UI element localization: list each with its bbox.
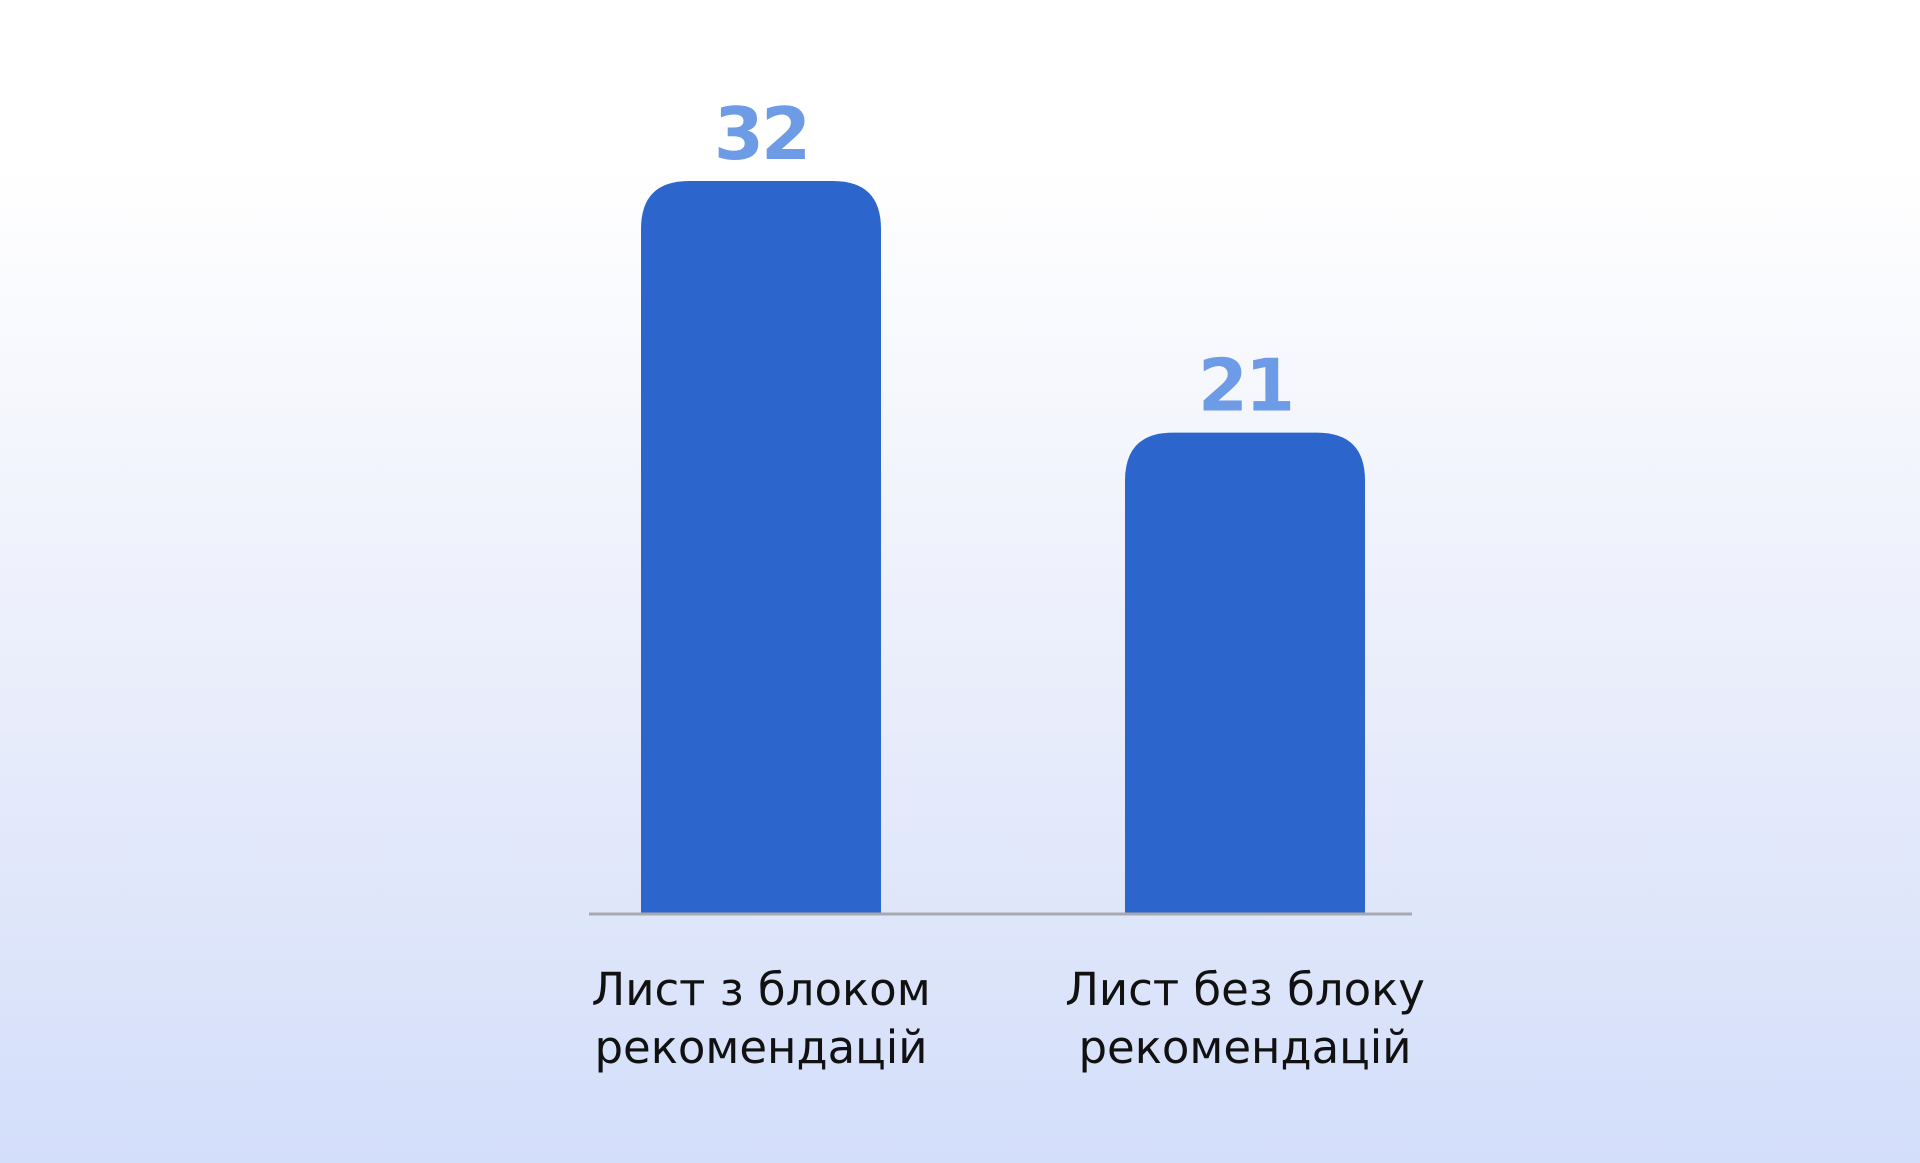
category-label-2-line-1: Лист без блоку — [1065, 963, 1425, 1016]
category-label-2-line-2: рекомендацій — [1078, 1021, 1411, 1074]
category-label-2: Лист без блоку рекомендацій — [1065, 963, 1425, 1074]
category-label-1: Лист з блоком рекомендацій — [591, 963, 930, 1074]
bars-layer — [641, 181, 1365, 913]
category-label-1-line-2: рекомендацій — [594, 1021, 927, 1074]
value-label-2: 21 — [1198, 344, 1292, 428]
value-label-1: 32 — [714, 92, 808, 176]
category-label-1-line-1: Лист з блоком — [591, 963, 930, 1016]
bar-1 — [641, 181, 881, 913]
bar-2 — [1125, 432, 1365, 913]
value-labels-layer: 32 21 — [714, 92, 1295, 428]
